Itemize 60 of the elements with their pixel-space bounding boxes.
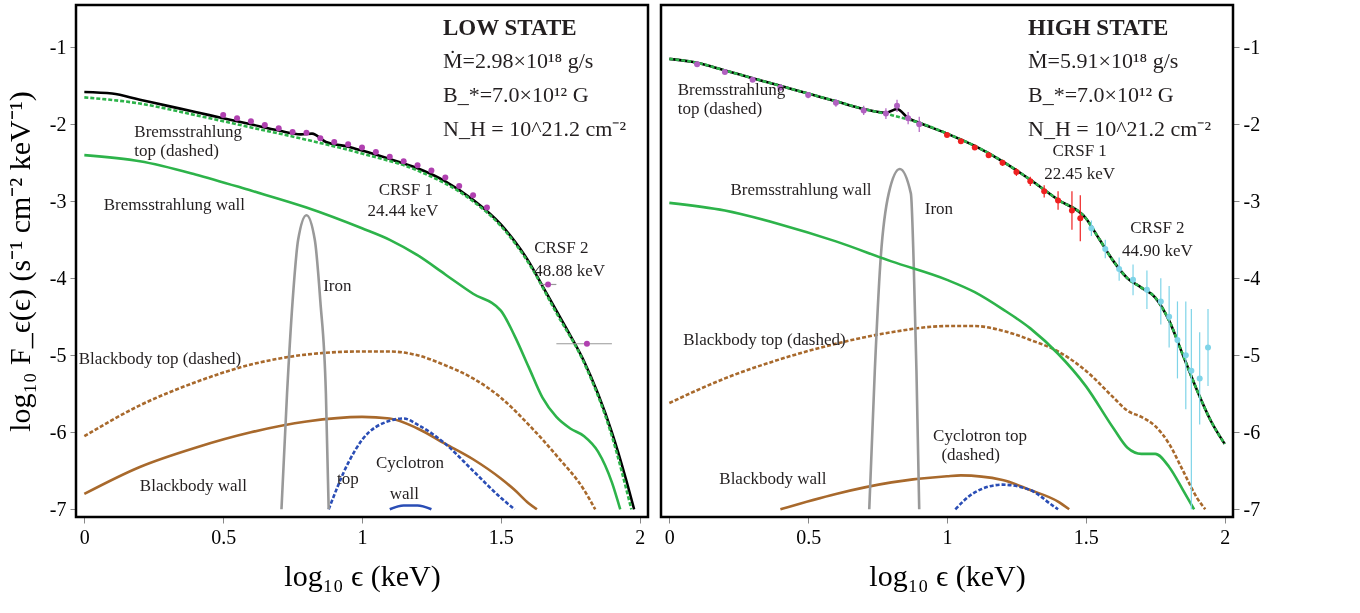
x-tick-label: 1 xyxy=(357,525,368,548)
annotation: Cyclotron top xyxy=(933,426,1028,446)
y-tick-label: -4 xyxy=(49,266,67,289)
y-tick-label: -6 xyxy=(49,420,67,443)
annotation: N_H = 10^21.2 cm⁻² xyxy=(1028,116,1212,141)
x-tick-label: 1.5 xyxy=(488,525,514,548)
annotation: B_*=7.0×10¹² G xyxy=(443,82,589,107)
annotation: Ṁ=2.98×10¹⁸ g/s xyxy=(443,48,594,73)
y-tick-label: -5 xyxy=(1243,343,1261,366)
annotation: top (dashed) xyxy=(134,141,219,161)
annotation: Cyclotron xyxy=(375,453,445,473)
x-tick-label: 0.5 xyxy=(796,525,822,548)
chart-title: HIGH STATE xyxy=(1028,15,1169,40)
y-tick-label: -7 xyxy=(1243,497,1261,520)
annotation: (dashed) xyxy=(941,445,1000,465)
annotation: Iron xyxy=(924,199,954,219)
y-tick-label: -1 xyxy=(1243,35,1261,58)
annotation: Blackbody wall xyxy=(719,468,827,488)
x-tick-label: 0 xyxy=(664,525,675,548)
annotation: CRSF 1 xyxy=(378,179,433,199)
y-tick-label: -4 xyxy=(1243,266,1261,289)
chart-title: LOW STATE xyxy=(443,15,577,40)
annotation: wall xyxy=(389,483,420,503)
annotation: Blackbody wall xyxy=(139,476,248,496)
annotation: 24.44 keV xyxy=(367,201,440,221)
x-axis-title: log₁₀ ϵ (keV) xyxy=(869,558,1026,593)
annotation: B_*=7.0×10¹² G xyxy=(1028,82,1174,107)
annotation: N_H = 10^21.2 cm⁻² xyxy=(443,116,627,141)
annotation: Bremsstrahlung wall xyxy=(103,195,246,215)
x-tick-label: 2 xyxy=(635,525,646,548)
annotation: top xyxy=(337,468,359,488)
annotation: Blackbody top (dashed) xyxy=(78,349,242,369)
annotation: CRSF 2 xyxy=(1130,218,1185,238)
y-tick-label: -5 xyxy=(49,343,67,366)
annotation: top (dashed) xyxy=(677,98,763,118)
annotation: 48.88 keV xyxy=(534,260,606,280)
x-tick-label: 1.5 xyxy=(1073,525,1099,548)
x-tick-label: 0.5 xyxy=(211,525,237,548)
y-tick-label: -3 xyxy=(49,189,67,212)
annotation: Bremsstrahlung xyxy=(677,79,786,99)
annotation: Bremsstrahlung xyxy=(134,122,243,142)
annotation: CRSF 2 xyxy=(534,237,589,257)
y-tick-label: -2 xyxy=(1243,112,1261,135)
x-axis-title: log₁₀ ϵ (keV) xyxy=(284,558,441,593)
x-tick-label: 1 xyxy=(942,525,953,548)
annotation: Blackbody top (dashed) xyxy=(683,329,846,349)
y-tick-label: -6 xyxy=(1243,420,1261,443)
x-tick-label: 2 xyxy=(1220,525,1231,548)
y-tick-label: -3 xyxy=(1243,189,1261,212)
y-tick-label: -2 xyxy=(49,112,67,135)
annotation: CRSF 1 xyxy=(1052,141,1107,161)
y-axis-title: log₁₀ F_ϵ(ϵ) (s⁻¹ cm⁻² keV⁻¹) xyxy=(2,91,37,432)
annotation: Ṁ=5.91×10¹⁸ g/s xyxy=(1028,48,1179,73)
annotation: 44.90 keV xyxy=(1121,241,1194,261)
y-tick-label: -7 xyxy=(49,497,67,520)
annotation: Iron xyxy=(323,276,352,296)
annotation: 22.45 keV xyxy=(1044,164,1116,184)
annotation: Bremsstrahlung wall xyxy=(730,179,872,199)
x-tick-label: 0 xyxy=(79,525,90,548)
y-tick-label: -1 xyxy=(49,35,67,58)
